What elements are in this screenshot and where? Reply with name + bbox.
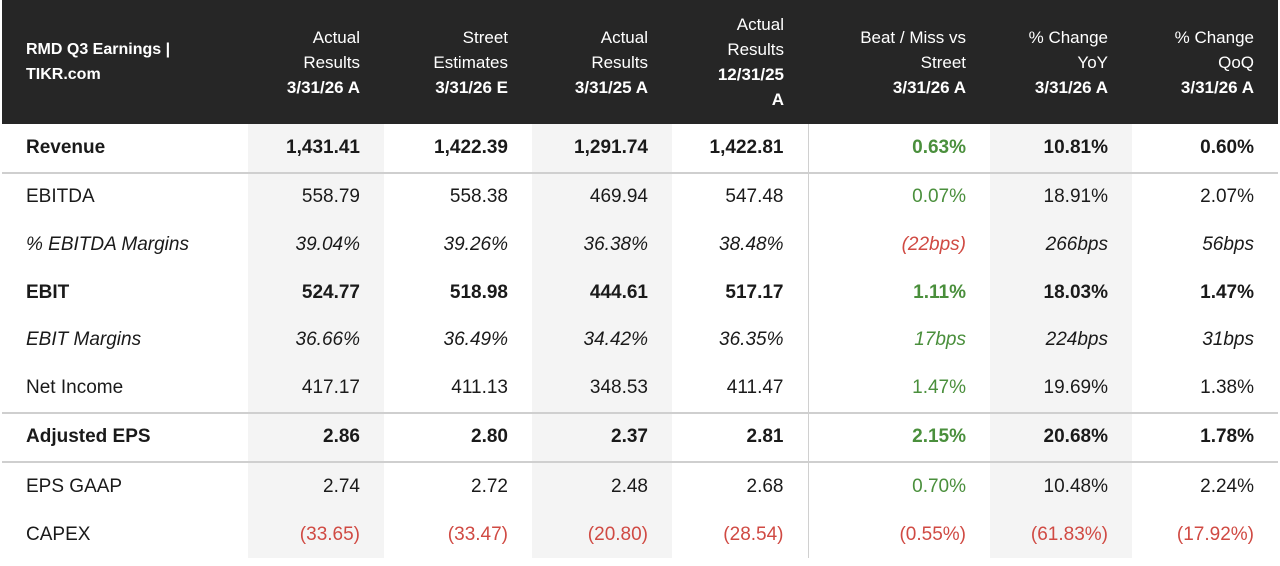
cell-value: 0.60% (1200, 136, 1254, 158)
cell-value: 18.03% (990, 268, 1132, 317)
cell-value: 517.17 (672, 268, 809, 317)
cell-value: 36.35% (672, 316, 809, 364)
cell-value: 1,422.39 (434, 136, 508, 158)
cell-value: 1,422.81 (672, 124, 809, 173)
cell-value: 10.48% (990, 461, 1132, 511)
cell-value: (33.65) (248, 510, 384, 559)
cell-value: 0.07% (808, 171, 990, 222)
cell-value: 1.47% (1200, 281, 1254, 303)
cell-value: 1.38% (1200, 376, 1254, 398)
cell-value: 2.86 (248, 411, 384, 463)
cell-value: 348.53 (532, 363, 672, 413)
cell-value: 0.70% (808, 461, 990, 511)
col-header-actual-3-31-26: Actual Results 3/31/26 A (248, 0, 384, 124)
col-header-actual-12-31-25: Actual Results 12/31/25 A (672, 0, 808, 124)
cell-value: (20.80) (532, 510, 672, 559)
cell-value: 224bps (990, 316, 1132, 364)
cell-value: (17.92%) (1176, 523, 1254, 545)
cell-value: 558.79 (248, 171, 384, 222)
table-title: RMD Q3 Earnings | TIKR.com (2, 0, 248, 124)
row-label: Revenue (26, 136, 106, 158)
cell-value: 2.37 (532, 411, 672, 463)
cell-value: 0.63% (912, 136, 966, 158)
table-row: Net Income 417.17 411.13 348.53 411.47 1… (2, 363, 1278, 413)
cell-value: 38.48% (672, 221, 809, 269)
table-row: EBITDA 558.79 558.38 469.94 547.48 0.07%… (2, 171, 1278, 222)
cell-value: 39.26% (443, 233, 508, 255)
row-label: EBIT Margins (26, 329, 142, 351)
row-label: CAPEX (26, 523, 91, 545)
cell-value: 18.91% (990, 171, 1132, 222)
col-header-beat-miss: Beat / Miss vs Street 3/31/26 A (808, 0, 990, 124)
cell-value: 1.78% (1132, 411, 1278, 463)
cell-value: 10.81% (990, 124, 1132, 173)
cell-value: 547.48 (672, 171, 809, 222)
cell-value: 2.74 (248, 461, 384, 511)
cell-value: (33.47) (447, 523, 508, 545)
cell-value: 36.66% (248, 316, 384, 364)
cell-value: 31bps (1202, 329, 1254, 351)
row-label: EBITDA (2, 171, 248, 222)
row-label: EBIT (26, 281, 70, 303)
row-label: % EBITDA Margins (26, 233, 189, 255)
table-row: EBIT Margins 36.66% 36.49% 34.42% 36.35%… (2, 316, 1278, 364)
cell-value: 1,291.74 (532, 124, 672, 173)
cell-value: 39.04% (248, 221, 384, 269)
cell-value: 1.11% (913, 281, 966, 303)
table-row: Revenue 1,431.41 1,422.39 1,291.74 1,422… (2, 124, 1278, 173)
table-row: EPS GAAP 2.74 2.72 2.48 2.68 0.70% 10.48… (2, 461, 1278, 511)
cell-value: 2.72 (384, 461, 532, 511)
cell-value: (28.54) (672, 510, 809, 559)
cell-value: 2.48 (532, 461, 672, 511)
cell-value: 2.81 (672, 411, 809, 463)
cell-value: 20.68% (990, 411, 1132, 463)
cell-value: 1.47% (912, 376, 966, 398)
cell-value: 2.24% (1132, 461, 1278, 511)
cell-value: 266bps (990, 221, 1132, 269)
cell-value: (0.55%) (899, 523, 966, 545)
cell-value: 2.68 (672, 461, 809, 511)
cell-value: 17bps (914, 329, 966, 351)
col-header-street-estimates: Street Estimates 3/31/26 E (384, 0, 532, 124)
cell-value: 56bps (1202, 233, 1254, 255)
col-header-change-qoq: % Change QoQ 3/31/26 A (1132, 0, 1278, 124)
table-row: % EBITDA Margins 39.04% 39.26% 36.38% 38… (2, 221, 1278, 269)
cell-value: 2.80 (384, 411, 532, 463)
table-row: Adjusted EPS 2.86 2.80 2.37 2.81 2.15% 2… (2, 411, 1278, 463)
cell-value: 524.77 (248, 268, 384, 317)
cell-value: 2.15% (808, 411, 990, 463)
row-label: Adjusted EPS (2, 411, 248, 463)
cell-value: (22bps) (901, 233, 966, 255)
row-label: Net Income (26, 376, 124, 398)
cell-value: 2.07% (1132, 171, 1278, 222)
cell-value: 36.38% (532, 221, 672, 269)
header-row: RMD Q3 Earnings | TIKR.com Actual Results… (2, 0, 1278, 124)
cell-value: 417.17 (248, 363, 384, 413)
cell-value: (61.83%) (990, 510, 1132, 559)
col-header-actual-3-31-25: Actual Results 3/31/25 A (532, 0, 672, 124)
cell-value: 36.49% (443, 329, 508, 351)
cell-value: 558.38 (384, 171, 532, 222)
cell-value: 469.94 (532, 171, 672, 222)
cell-value: 411.13 (451, 376, 508, 398)
cell-value: 444.61 (532, 268, 672, 317)
table-row: EBIT 524.77 518.98 444.61 517.17 1.11% 1… (2, 268, 1278, 317)
table-row: CAPEX (33.65) (33.47) (20.80) (28.54) (0… (2, 510, 1278, 559)
cell-value: 34.42% (532, 316, 672, 364)
cell-value: 411.47 (672, 363, 809, 413)
row-label: EPS GAAP (2, 461, 248, 511)
cell-value: 518.98 (449, 281, 508, 303)
cell-value: 19.69% (990, 363, 1132, 413)
col-header-change-yoy: % Change YoY 3/31/26 A (990, 0, 1132, 124)
cell-value: 1,431.41 (248, 124, 384, 173)
